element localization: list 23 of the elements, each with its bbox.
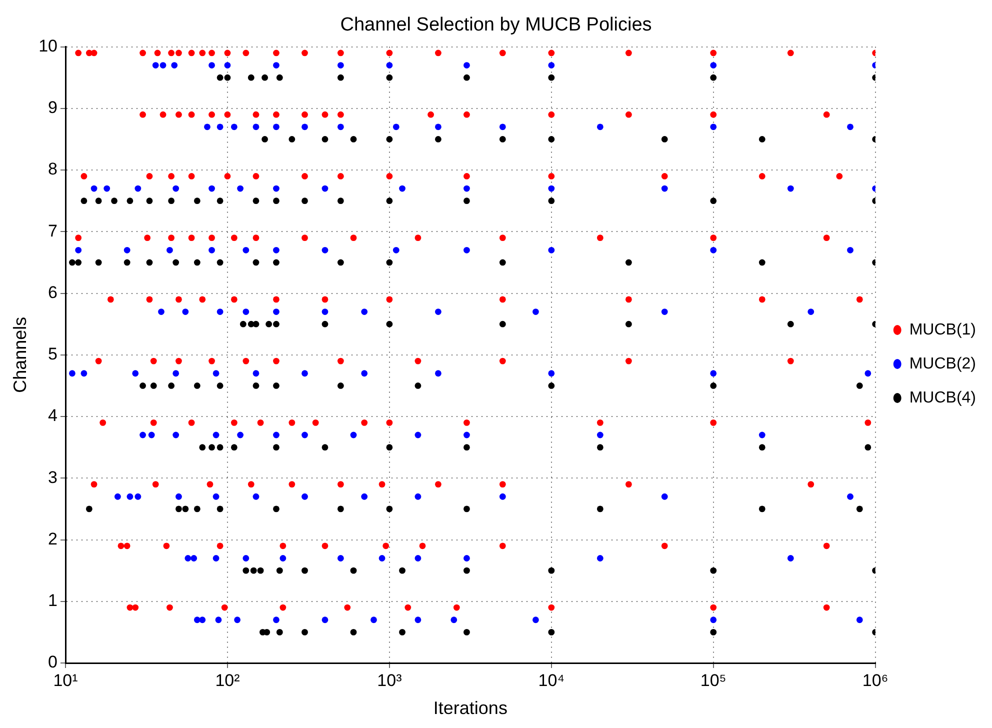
y-tick-label: 7 bbox=[48, 221, 58, 240]
legend-label: MUCB(1) bbox=[909, 321, 976, 338]
x-tick-label: 10⁵ bbox=[700, 670, 726, 690]
legend-label: MUCB(2) bbox=[909, 355, 976, 372]
x-tick-label: 10³ bbox=[377, 670, 402, 690]
y-tick-label: 8 bbox=[48, 160, 58, 179]
x-tick-label: 10⁶ bbox=[862, 670, 888, 690]
y-tick-label: 2 bbox=[48, 529, 58, 548]
y-tick-label: 4 bbox=[48, 406, 58, 426]
y-tick-label: 9 bbox=[48, 98, 58, 118]
y-tick-label: 5 bbox=[48, 344, 58, 364]
y-tick-label: 10 bbox=[38, 36, 58, 56]
x-tick-label: 10² bbox=[215, 670, 240, 690]
y-tick-label: 0 bbox=[48, 652, 58, 672]
x-axis-title: Iterations bbox=[433, 698, 508, 718]
y-axis-title: Channels bbox=[10, 316, 30, 393]
x-tick-label: 10⁴ bbox=[538, 670, 565, 690]
y-tick-label: 3 bbox=[48, 468, 58, 487]
x-tick-label: 10¹ bbox=[53, 670, 78, 690]
chart-title: Channel Selection by MUCB Policies bbox=[340, 14, 652, 36]
legend-label: MUCB(4) bbox=[909, 389, 976, 406]
y-tick-label: 6 bbox=[48, 282, 58, 302]
y-tick-label: 1 bbox=[48, 591, 58, 610]
